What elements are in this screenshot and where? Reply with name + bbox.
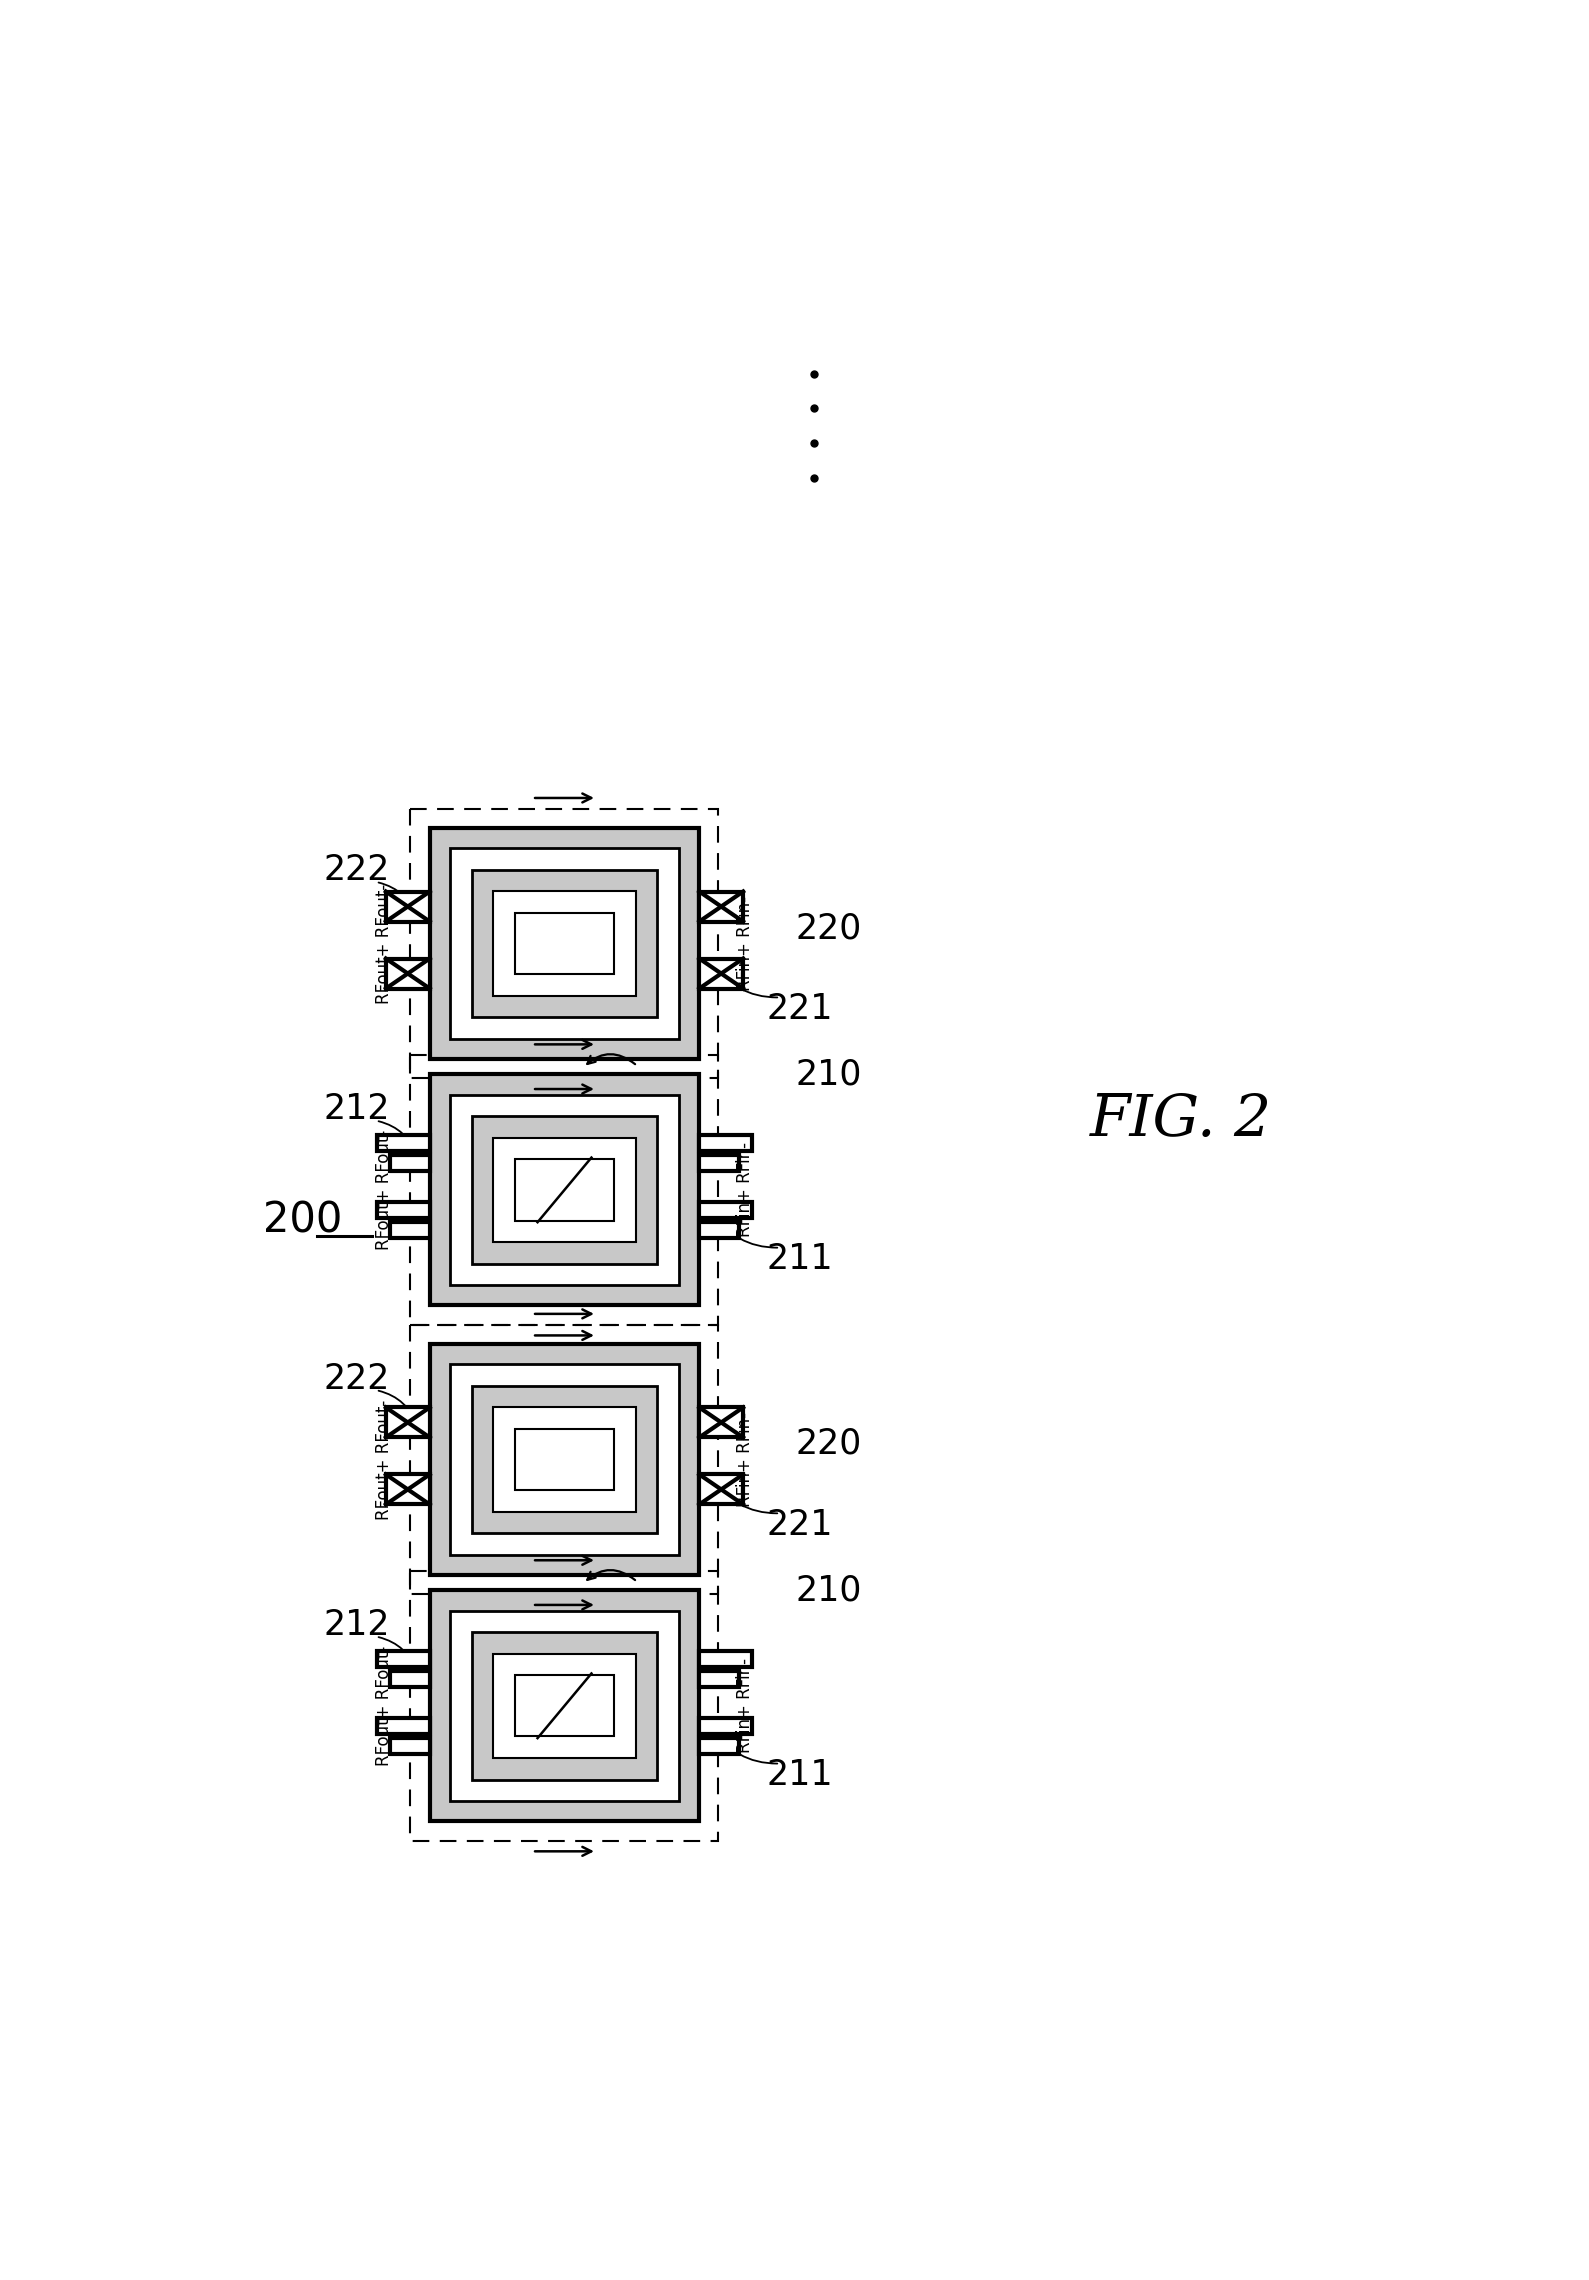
Bar: [515, 1430, 615, 1491]
Bar: [699, 1154, 739, 1172]
Bar: [410, 1571, 718, 1840]
Text: RFout+ RFout-: RFout+ RFout-: [375, 1400, 392, 1518]
Text: RFout+ RFout-: RFout+ RFout-: [375, 882, 392, 1003]
Bar: [391, 1154, 429, 1172]
Bar: [429, 828, 699, 1058]
Bar: [377, 1717, 429, 1735]
Bar: [472, 1386, 658, 1532]
Bar: [699, 1202, 752, 1218]
Text: 211: 211: [766, 1758, 833, 1792]
Bar: [472, 1632, 658, 1778]
Bar: [493, 1653, 636, 1758]
Bar: [493, 891, 636, 996]
Bar: [515, 1158, 615, 1220]
Text: 210: 210: [796, 1573, 861, 1607]
Bar: [450, 1610, 679, 1801]
Text: RFin+ RFin-: RFin+ RFin-: [736, 1142, 755, 1238]
Text: 220: 220: [796, 912, 861, 946]
Bar: [699, 1475, 744, 1505]
Bar: [391, 1222, 429, 1238]
Text: RFout+ RFout-: RFout+ RFout-: [375, 1646, 392, 1767]
Bar: [699, 958, 744, 990]
Bar: [472, 869, 658, 1017]
Text: FIG. 2: FIG. 2: [1090, 1092, 1271, 1149]
Bar: [472, 1117, 658, 1263]
Bar: [429, 1591, 699, 1822]
Bar: [410, 1325, 718, 1594]
Bar: [699, 1407, 744, 1436]
Text: 220: 220: [796, 1427, 861, 1461]
Text: 210: 210: [796, 1058, 861, 1092]
Bar: [386, 1407, 429, 1436]
Bar: [391, 1671, 429, 1687]
Text: 212: 212: [323, 1092, 389, 1126]
Bar: [699, 1737, 739, 1753]
Bar: [699, 1222, 739, 1238]
Text: RFin+ RFin-: RFin+ RFin-: [736, 1658, 755, 1753]
Text: 221: 221: [766, 992, 833, 1026]
Text: 200: 200: [264, 1199, 342, 1243]
Text: RFin+ RFin-: RFin+ RFin-: [736, 896, 755, 992]
Bar: [410, 1056, 718, 1325]
Bar: [699, 1671, 739, 1687]
Bar: [450, 848, 679, 1040]
Bar: [386, 958, 429, 990]
Bar: [699, 891, 744, 921]
Bar: [391, 1737, 429, 1753]
Bar: [515, 1676, 615, 1737]
Text: 221: 221: [766, 1507, 833, 1541]
Bar: [377, 1202, 429, 1218]
Text: 211: 211: [766, 1243, 833, 1277]
Bar: [450, 1363, 679, 1555]
Bar: [493, 1138, 636, 1243]
Text: 222: 222: [324, 853, 389, 887]
Bar: [377, 1135, 429, 1151]
Text: 212: 212: [323, 1607, 389, 1642]
Bar: [699, 1717, 752, 1735]
Bar: [410, 809, 718, 1078]
Bar: [377, 1651, 429, 1667]
Text: RFin+ RFin-: RFin+ RFin-: [736, 1411, 755, 1507]
Text: 222: 222: [324, 1361, 389, 1395]
Bar: [515, 912, 615, 974]
Bar: [450, 1094, 679, 1286]
Bar: [429, 1343, 699, 1575]
Text: RFout+ RFout-: RFout+ RFout-: [375, 1131, 392, 1249]
Bar: [699, 1135, 752, 1151]
Bar: [429, 1074, 699, 1306]
Bar: [699, 1651, 752, 1667]
Bar: [386, 891, 429, 921]
Bar: [386, 1475, 429, 1505]
Bar: [493, 1407, 636, 1512]
